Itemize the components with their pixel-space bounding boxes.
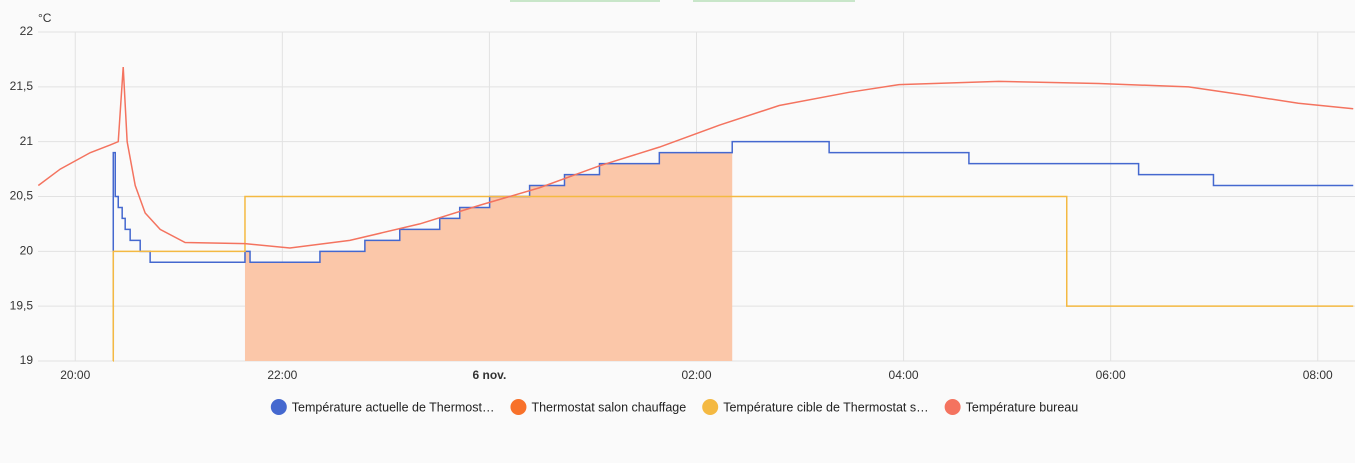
x-tick-label: 02:00 <box>681 368 711 382</box>
x-tick-label: 06:00 <box>1096 368 1126 382</box>
tab-indicator <box>510 0 660 2</box>
y-tick-label: 21,5 <box>10 79 34 93</box>
y-tick-label: 21 <box>20 134 34 148</box>
y-tick-label: 19,5 <box>10 298 34 312</box>
legend-item[interactable]: Température cible de Thermostat s… <box>702 399 929 415</box>
legend-label: Température actuelle de Thermost… <box>292 400 495 414</box>
series-line <box>112 195 1354 362</box>
heating-area <box>244 152 733 361</box>
series-line <box>37 67 1354 249</box>
x-tick-label: 6 nov. <box>473 368 507 382</box>
y-tick-label: 22 <box>20 24 34 38</box>
legend-label: Thermostat salon chauffage <box>531 400 686 414</box>
legend-label: Température cible de Thermostat s… <box>723 400 928 414</box>
y-tick-label: 20 <box>20 244 34 258</box>
legend-item[interactable]: Température actuelle de Thermost… <box>270 399 495 415</box>
tab-indicator <box>693 0 855 2</box>
y-tick-label: 19 <box>20 353 34 367</box>
x-tick-label: 22:00 <box>267 368 297 382</box>
x-tick-label: 04:00 <box>889 368 919 382</box>
legend-item[interactable]: Thermostat salon chauffage <box>510 399 686 415</box>
legend-label: Température bureau <box>966 400 1079 414</box>
legend-swatch <box>702 399 719 415</box>
x-tick-label: 20:00 <box>60 368 90 382</box>
y-unit: °C <box>38 11 52 25</box>
legend-swatch <box>944 399 961 415</box>
legend-swatch <box>510 399 527 415</box>
series-line <box>112 140 1354 351</box>
legend-swatch <box>270 399 287 415</box>
legend-item[interactable]: Température bureau <box>944 399 1079 415</box>
x-tick-label: 08:00 <box>1303 368 1333 382</box>
y-tick-label: 20,5 <box>10 189 34 203</box>
legend: Température actuelle de Thermost… Thermos… <box>270 399 1079 415</box>
